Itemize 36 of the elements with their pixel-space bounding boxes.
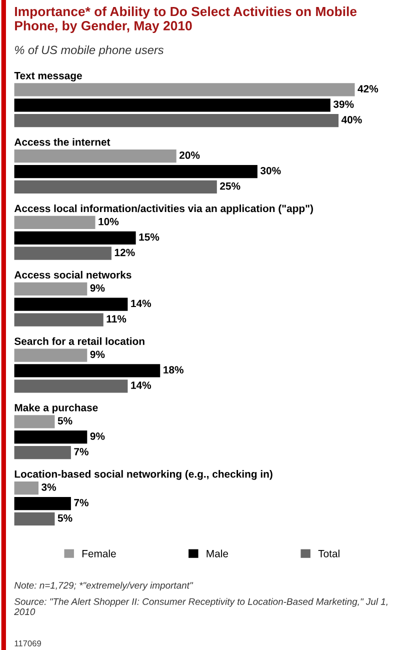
data-label: 9% xyxy=(90,284,105,292)
legend-label: Total xyxy=(318,550,340,558)
data-label: 7% xyxy=(74,498,88,506)
text: 117069 xyxy=(14,640,41,646)
legend-label: Female xyxy=(82,550,116,558)
data-label: 5% xyxy=(58,417,72,424)
data-label: 42% xyxy=(358,85,378,92)
y-tick-label: Access local information/activities via an application ("app") xyxy=(14,204,313,214)
legend-label: Male xyxy=(206,550,228,558)
chart-subtitle: % of US mobile phone users xyxy=(15,46,164,57)
data-label: 7% xyxy=(74,448,88,456)
y-tick-label: Location-based social networking (e.g., checking in) xyxy=(14,470,272,480)
data-label: 14% xyxy=(131,300,152,308)
data-label: 5% xyxy=(58,514,72,522)
data-label: 30% xyxy=(260,166,281,174)
data-label: 14% xyxy=(131,382,152,389)
data-label: 15% xyxy=(139,233,160,241)
data-label: 39% xyxy=(333,100,354,108)
data-label: 9% xyxy=(90,432,105,440)
source-note: Source: "The Alert Shopper II: Consumer Receptivity to Location-Based Marketing," Jul 1, 2010 xyxy=(14,598,388,616)
y-tick-label: Text message xyxy=(14,72,82,82)
data-label: 40% xyxy=(341,116,362,124)
y-tick-label: Search for a retail location xyxy=(14,337,144,345)
chart-title: Importance* of Ability to Do Select Activities on Mobile Phone, by Gender, May 2010 xyxy=(15,6,357,34)
y-tick-label: Access the internet xyxy=(14,138,110,146)
y-tick-label: Access social networks xyxy=(14,270,132,279)
data-label: 10% xyxy=(98,218,119,226)
data-label: 20% xyxy=(179,152,200,159)
data-label: 11% xyxy=(106,315,126,323)
data-label: 3% xyxy=(42,483,56,491)
data-label: 25% xyxy=(220,182,240,190)
y-tick-label: Make a purchase xyxy=(14,404,98,414)
data-label: 9% xyxy=(90,350,105,358)
text: Note: n=1,729; *"extremely/very important" xyxy=(14,582,194,591)
data-label: 18% xyxy=(164,366,184,374)
data-label: 12% xyxy=(114,248,135,256)
